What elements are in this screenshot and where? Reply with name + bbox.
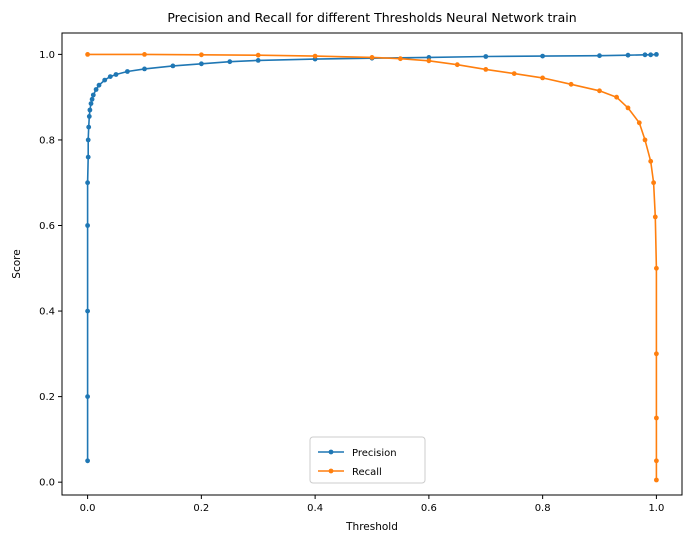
series-recall: [85, 52, 659, 483]
precision-point: [142, 66, 147, 72]
precision-point: [113, 72, 119, 77]
recall-point: [540, 75, 545, 81]
x-tick-label: 1.0: [648, 503, 664, 514]
series-layer: [85, 52, 659, 483]
plot-area: [61, 32, 683, 496]
y-tick-label: 0.8: [39, 135, 55, 146]
recall-point: [636, 120, 642, 126]
precision-point: [93, 87, 99, 92]
recall-point: [312, 53, 318, 59]
precision-point: [107, 74, 113, 79]
recall-point: [483, 67, 489, 72]
recall-point: [426, 58, 432, 64]
x-tick-label: 0.6: [421, 503, 437, 514]
precision-point: [86, 114, 92, 119]
precision-point: [255, 58, 261, 63]
y-tick-label: 1.0: [39, 50, 55, 61]
recall-point: [454, 62, 460, 68]
series-precision: [85, 52, 659, 464]
precision-point: [89, 96, 95, 102]
recall-point: [648, 158, 654, 164]
precision-point: [85, 137, 91, 143]
recall-line: [86, 53, 658, 481]
precision-point: [170, 63, 176, 69]
precision-point: [85, 223, 90, 228]
recall-point: [651, 180, 656, 186]
precision-point: [87, 107, 93, 113]
x-tick-label: 0.0: [80, 503, 96, 514]
precision-line: [86, 53, 658, 462]
precision-point: [654, 52, 659, 57]
precision-point: [85, 394, 90, 399]
recall-point: [597, 88, 602, 94]
recall-point: [369, 55, 375, 60]
precision-point: [642, 52, 648, 58]
recall-point: [511, 71, 517, 76]
recall-point: [199, 52, 204, 58]
legend-marker: [328, 468, 334, 474]
precision-point: [199, 61, 204, 67]
x-tick-label: 0.8: [535, 503, 551, 514]
chart-title: Precision and Recall for different Thres…: [167, 10, 576, 25]
legend-label: Precision: [352, 448, 397, 459]
precision-point: [85, 458, 90, 464]
recall-point: [654, 351, 659, 357]
precision-point: [540, 53, 545, 59]
legend: Precision Recall: [309, 436, 426, 484]
recall-point: [654, 265, 659, 271]
y-tick-label: 0.4: [39, 307, 55, 318]
axis-ticks: 0.0 0.2 0.4 0.6 0.8 1.0 0.0 0.2 0.4 0.6 0.8 1.0: [39, 50, 664, 514]
precision-point: [85, 308, 90, 314]
precision-point: [86, 124, 92, 130]
precision-point: [227, 59, 233, 65]
legend-marker: [328, 449, 334, 455]
recall-point: [255, 52, 261, 58]
precision-point: [625, 52, 631, 58]
recall-point: [568, 81, 574, 87]
recall-point: [654, 458, 659, 464]
recall-point: [654, 415, 659, 421]
recall-point: [654, 477, 659, 483]
precision-point: [96, 82, 102, 88]
recall-point: [398, 56, 403, 62]
precision-point: [597, 53, 602, 59]
recall-point: [652, 214, 658, 220]
x-tick-label: 0.4: [307, 503, 323, 514]
precision-point: [648, 52, 654, 58]
y-tick-label: 0.0: [39, 478, 55, 489]
precision-point: [125, 69, 130, 74]
x-tick-label: 0.2: [193, 503, 209, 514]
precision-point: [426, 55, 432, 60]
recall-point: [614, 94, 619, 100]
precision-point: [483, 54, 489, 59]
precision-point: [90, 92, 96, 98]
recall-point: [142, 52, 147, 57]
precision-point: [88, 101, 94, 106]
precision-point: [85, 154, 91, 160]
recall-point: [625, 105, 631, 111]
y-axis-label: Score: [11, 249, 23, 278]
y-tick-label: 0.2: [39, 392, 55, 403]
recall-point: [85, 52, 90, 57]
y-tick-label: 0.6: [39, 221, 55, 232]
legend-label: Recall: [352, 467, 382, 478]
recall-point: [642, 137, 648, 143]
precision-point: [85, 180, 90, 186]
x-axis-label: Threshold: [345, 521, 398, 533]
precision-point: [102, 77, 108, 83]
